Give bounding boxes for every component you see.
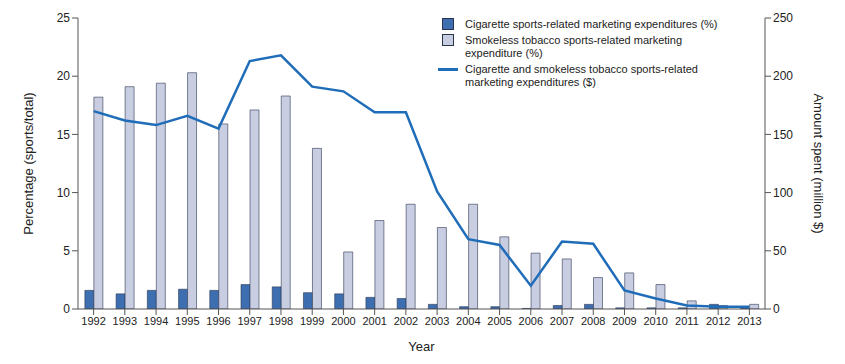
svg-text:2006: 2006: [519, 315, 543, 327]
svg-text:2005: 2005: [487, 315, 511, 327]
svg-text:Amount spent (million $): Amount spent (million $): [811, 93, 826, 233]
svg-text:2011: 2011: [675, 315, 699, 327]
svg-text:2004: 2004: [456, 315, 480, 327]
svg-text:20: 20: [57, 69, 71, 83]
svg-text:5: 5: [63, 244, 70, 258]
svg-text:1993: 1993: [113, 315, 137, 327]
svg-text:1999: 1999: [300, 315, 324, 327]
svg-text:15: 15: [57, 128, 71, 142]
svg-text:2009: 2009: [612, 315, 636, 327]
svg-text:150: 150: [773, 128, 793, 142]
svg-text:2003: 2003: [425, 315, 449, 327]
svg-text:2012: 2012: [706, 315, 730, 327]
svg-text:2000: 2000: [331, 315, 355, 327]
html-text:Cigarette and smokeless tobacc: Cigarette and smokeless tobacco sports-r…: [465, 63, 698, 88]
svg-text:25: 25: [57, 11, 71, 25]
svg-text:50: 50: [773, 244, 787, 258]
svg-text:1998: 1998: [269, 315, 293, 327]
svg-text:1995: 1995: [175, 315, 199, 327]
svg-text:100: 100: [773, 186, 793, 200]
svg-text:2008: 2008: [581, 315, 605, 327]
svg-text:0: 0: [773, 302, 780, 316]
svg-text:200: 200: [773, 69, 793, 83]
svg-text:2007: 2007: [550, 315, 574, 327]
svg-text:250: 250: [773, 11, 793, 25]
svg-text:2001: 2001: [362, 315, 386, 327]
svg-text:2013: 2013: [737, 315, 761, 327]
svg-text:Percentage (sports/total): Percentage (sports/total): [21, 92, 36, 234]
svg-text:2002: 2002: [394, 315, 418, 327]
svg-text:1997: 1997: [238, 315, 262, 327]
html-text:Smokeless tobacco sports-relat: Smokeless tobacco sports-related marketi…: [465, 34, 682, 59]
svg-text:2010: 2010: [643, 315, 667, 327]
svg-text:1996: 1996: [206, 315, 230, 327]
svg-text:10: 10: [57, 186, 71, 200]
svg-text:1994: 1994: [144, 315, 168, 327]
svg-text:Year: Year: [408, 339, 435, 354]
html-text:Cigarette sports-related marke: Cigarette sports-related marketing expen…: [465, 18, 718, 30]
svg-text:0: 0: [63, 302, 70, 316]
svg-text:1992: 1992: [81, 315, 105, 327]
